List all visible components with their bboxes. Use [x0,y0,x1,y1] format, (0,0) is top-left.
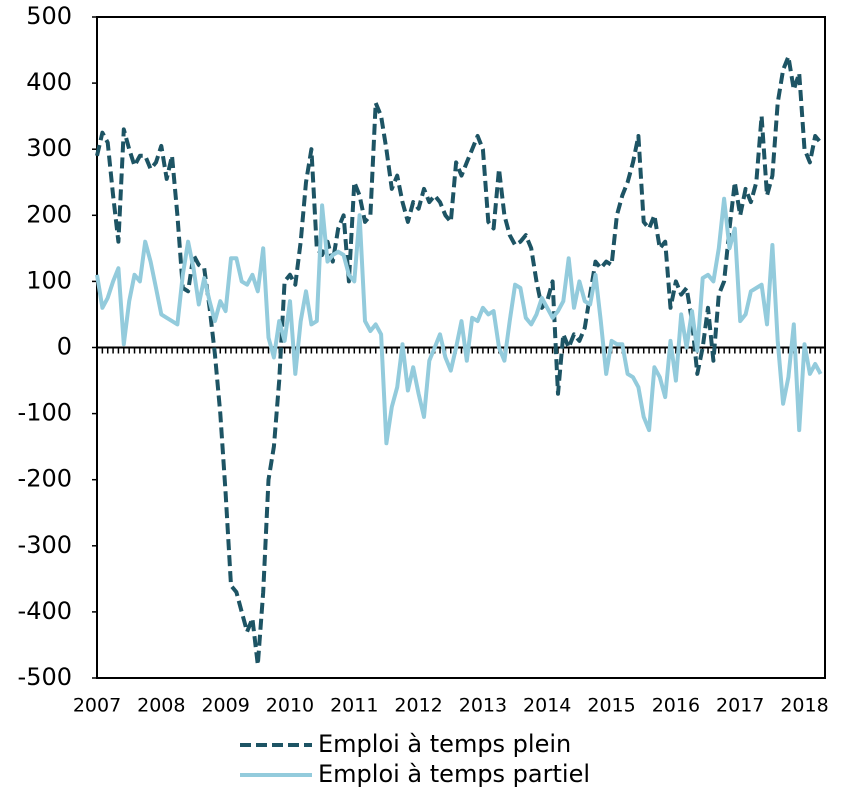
x-tick-label: 2011 [330,695,378,717]
x-tick-label: 2010 [266,695,314,717]
y-tick-label: 300 [26,134,72,162]
x-tick-label: 2008 [137,695,185,717]
y-tick-label: 200 [26,200,72,228]
x-tick-label: 2016 [652,695,700,717]
x-tick-label: 2012 [394,695,442,717]
y-tick-label: 500 [26,2,72,30]
y-tick-label: -100 [18,399,72,427]
line-series [95,196,823,446]
y-tick-label: -400 [18,597,72,625]
y-tick-label: 100 [26,266,72,294]
x-tick-label: 2007 [73,695,121,717]
line-series [95,54,823,667]
y-tick-label: -200 [18,465,72,493]
legend-label: Emploi à temps plein [318,730,571,758]
x-tick-label: 2018 [780,695,828,717]
legend-label: Emploi à temps partiel [318,760,590,788]
y-tick-label: 400 [26,68,72,96]
x-tick-label: 2015 [587,695,635,717]
y-tick-label: 0 [57,333,72,361]
x-tick-label: 2013 [459,695,507,717]
y-tick-label: -500 [18,663,72,691]
x-tick-label: 2009 [201,695,249,717]
x-tick-label: 2017 [716,695,764,717]
x-tick-label: 2014 [523,695,571,717]
y-tick-label: -300 [18,531,72,559]
